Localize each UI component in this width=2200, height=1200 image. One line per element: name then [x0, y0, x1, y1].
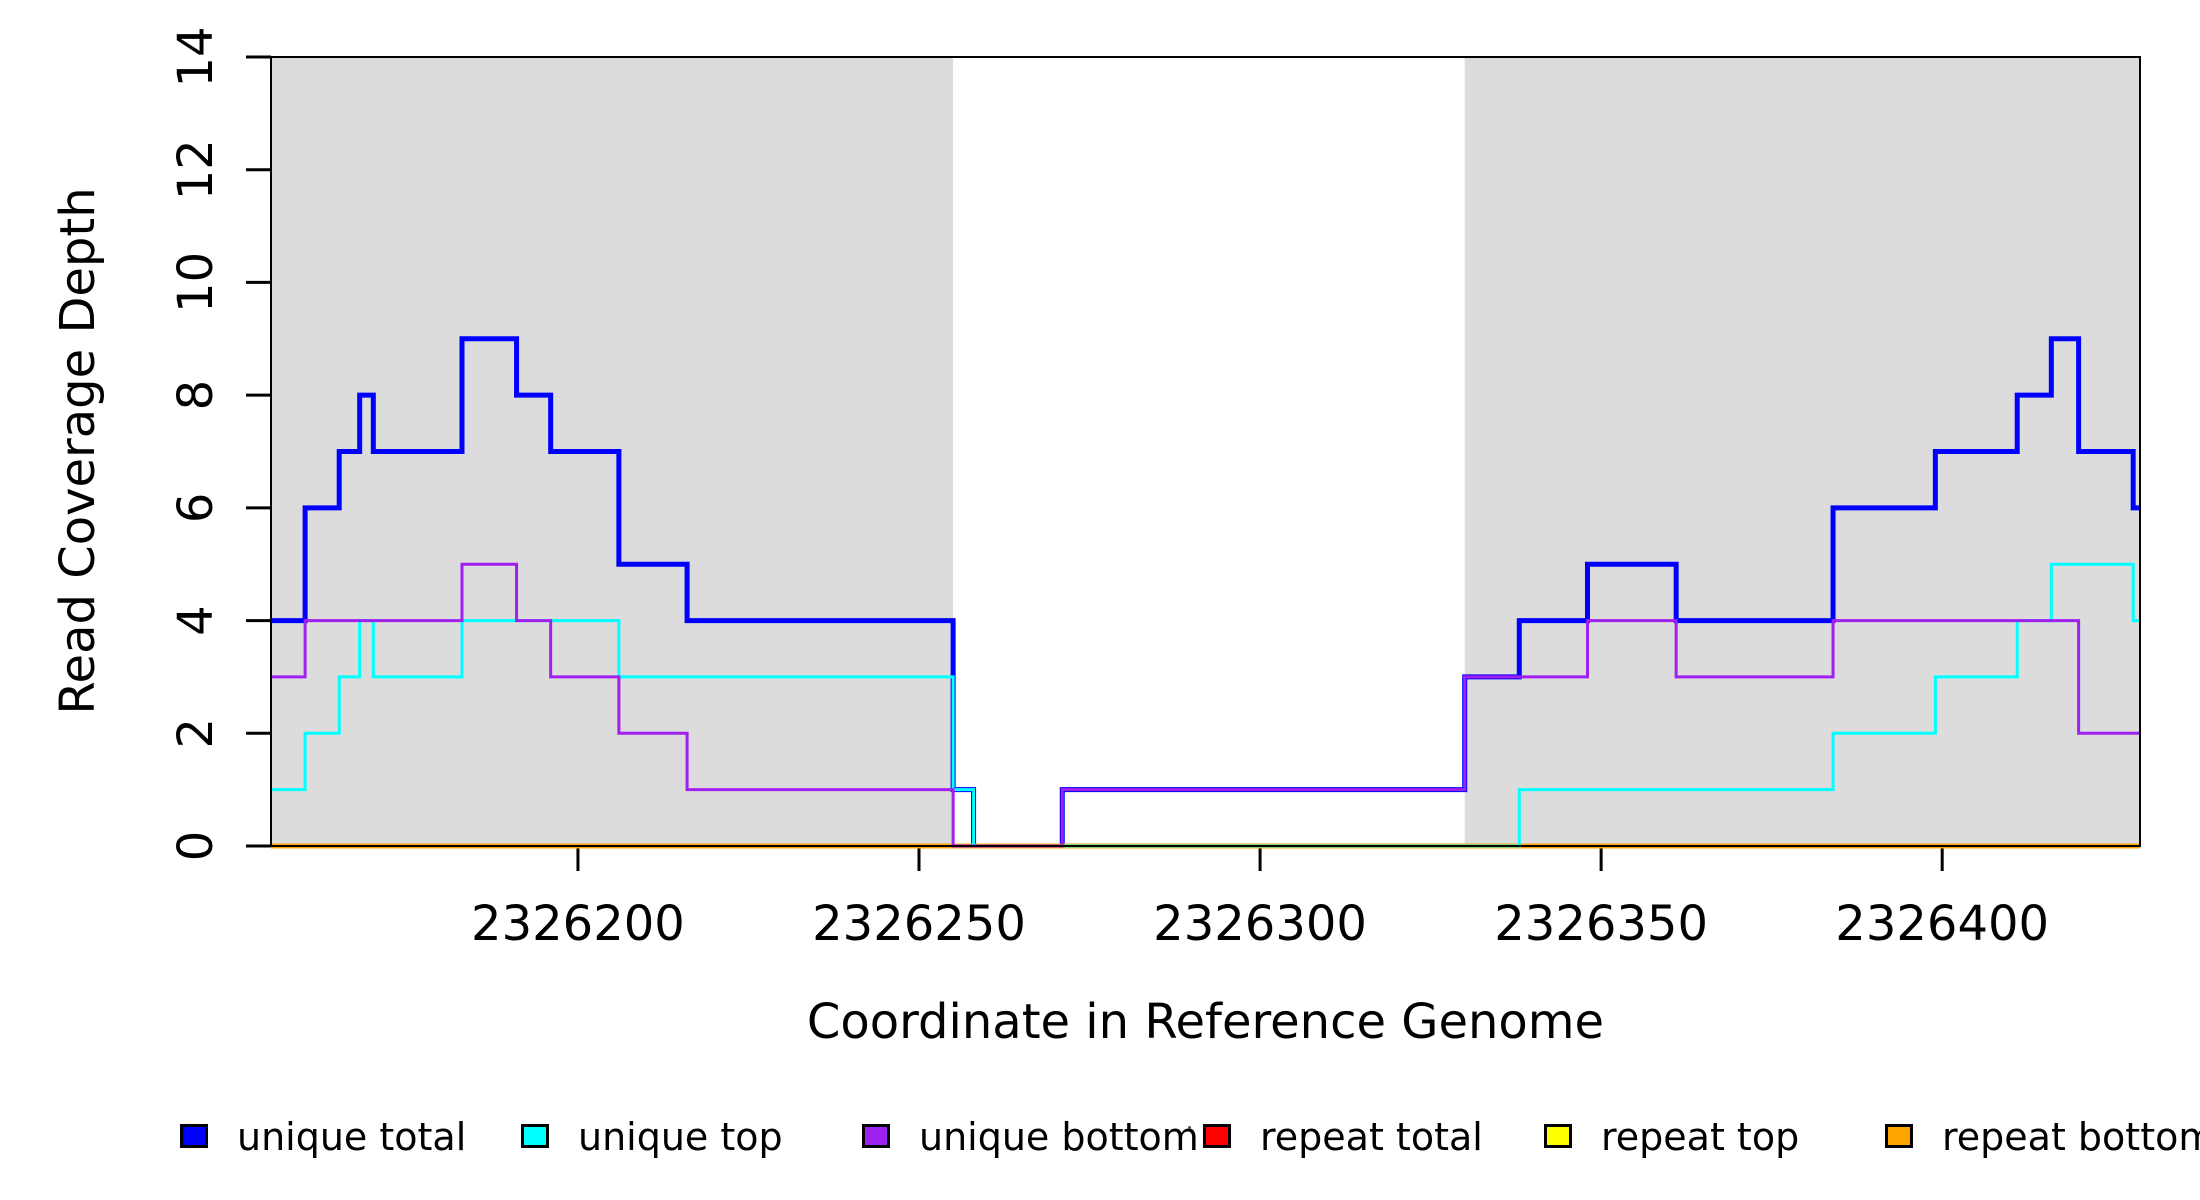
y-tick-label-2: 2 — [168, 718, 224, 749]
y-tick-label-6: 10 — [168, 252, 224, 313]
legend-swatch-unique-top — [521, 1124, 549, 1148]
plot-border — [270, 56, 2141, 847]
x-tick-label-1: 2326200 — [471, 896, 685, 952]
y-tick-label-8: 14 — [168, 26, 224, 87]
shaded-region-2 — [1464, 57, 2140, 846]
legend-swatch-repeat-top — [1544, 1124, 1572, 1148]
x-tick-label-3: 2326300 — [1153, 896, 1367, 952]
x-tick-label-5: 2326400 — [1835, 896, 2049, 952]
y-tick-label-4: 6 — [168, 493, 224, 524]
y-axis-title: Read Coverage Depth — [50, 187, 106, 715]
x-tick-label-2: 2326250 — [812, 896, 1026, 952]
legend-label-unique-total: unique total — [237, 1115, 467, 1159]
series-line-unique-bottom — [271, 562, 2140, 848]
legend-swatch-repeat-total — [1203, 1124, 1231, 1148]
legend-label-unique-top: unique top — [578, 1115, 783, 1159]
legend-label-repeat-top: repeat top — [1601, 1115, 1800, 1159]
y-tick-label-7: 12 — [168, 139, 224, 200]
legend-swatch-unique-bottom — [862, 1124, 890, 1148]
y-tick-label-5: 8 — [168, 380, 224, 411]
y-tick-label-1: 0 — [168, 831, 224, 862]
legend-label-repeat-bottom: repeat bottom — [1942, 1115, 2200, 1159]
x-axis-title: Coordinate in Reference Genome — [806, 994, 1605, 1050]
stray-dot — [1188, 1126, 1191, 1129]
legend-swatch-unique-total — [180, 1124, 208, 1148]
legend-label-unique-bottom: unique bottom — [919, 1115, 1199, 1159]
x-tick-label-4: 2326350 — [1494, 896, 1708, 952]
y-tick-label-3: 4 — [168, 605, 224, 636]
legend-swatch-repeat-bottom — [1885, 1124, 1913, 1148]
legend-label-repeat-total: repeat total — [1260, 1115, 1483, 1159]
